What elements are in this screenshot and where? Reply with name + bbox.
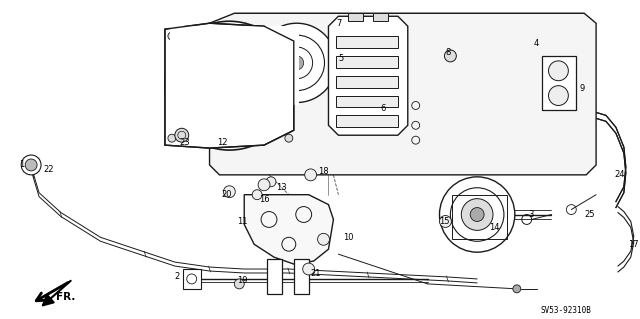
Text: 24: 24 <box>614 170 625 179</box>
Circle shape <box>168 134 176 142</box>
Bar <box>348 13 363 21</box>
Circle shape <box>305 169 317 181</box>
Text: 16: 16 <box>259 195 269 204</box>
Polygon shape <box>244 195 333 264</box>
Bar <box>267 259 282 294</box>
Circle shape <box>21 155 41 175</box>
Bar <box>337 96 398 108</box>
Circle shape <box>266 177 276 187</box>
Text: 20: 20 <box>221 190 232 199</box>
Polygon shape <box>165 23 294 148</box>
Circle shape <box>303 263 315 275</box>
Text: 7: 7 <box>337 19 342 28</box>
Circle shape <box>218 74 241 98</box>
Circle shape <box>440 177 515 252</box>
Circle shape <box>470 208 484 221</box>
Circle shape <box>223 186 236 198</box>
Text: 4: 4 <box>534 39 539 48</box>
Circle shape <box>440 216 451 227</box>
Polygon shape <box>209 13 596 175</box>
Text: 13: 13 <box>276 183 287 192</box>
Text: SV53-92310B: SV53-92310B <box>540 306 591 315</box>
Text: 22: 22 <box>43 166 54 174</box>
Text: 17: 17 <box>628 240 639 249</box>
Text: 23: 23 <box>180 138 191 147</box>
Bar <box>373 13 388 21</box>
Bar <box>337 36 398 48</box>
Text: 15: 15 <box>440 217 450 226</box>
Bar <box>337 115 398 127</box>
Bar <box>170 26 299 106</box>
Circle shape <box>258 179 270 191</box>
Bar <box>337 76 398 88</box>
Text: 8: 8 <box>445 48 451 57</box>
Circle shape <box>290 56 304 70</box>
Circle shape <box>168 32 176 40</box>
Circle shape <box>165 21 294 150</box>
Text: 18: 18 <box>319 167 329 176</box>
Circle shape <box>175 128 189 142</box>
Text: 19: 19 <box>237 277 248 286</box>
Text: 5: 5 <box>339 55 344 63</box>
Circle shape <box>234 279 244 289</box>
Bar <box>337 56 398 68</box>
Text: 21: 21 <box>310 270 321 278</box>
Circle shape <box>444 50 456 62</box>
Text: 12: 12 <box>218 138 228 147</box>
Polygon shape <box>328 16 408 135</box>
Circle shape <box>317 233 330 245</box>
Bar <box>294 259 308 294</box>
Text: 9: 9 <box>579 84 584 93</box>
Circle shape <box>548 61 568 81</box>
Circle shape <box>461 199 493 230</box>
Circle shape <box>285 32 292 40</box>
Circle shape <box>252 190 262 200</box>
Text: 11: 11 <box>237 217 248 226</box>
Text: FR.: FR. <box>56 292 76 302</box>
Bar <box>183 269 200 289</box>
Circle shape <box>513 285 521 293</box>
Text: 3: 3 <box>529 210 534 219</box>
Circle shape <box>548 86 568 106</box>
Bar <box>541 56 576 110</box>
Text: 2: 2 <box>175 272 180 281</box>
Circle shape <box>25 159 37 171</box>
Circle shape <box>285 134 292 142</box>
Text: 10: 10 <box>343 233 354 242</box>
Bar <box>452 195 507 239</box>
Circle shape <box>257 23 337 102</box>
Text: 14: 14 <box>489 223 500 232</box>
Text: 25: 25 <box>584 210 595 219</box>
Text: 1: 1 <box>19 160 24 169</box>
Text: 6: 6 <box>380 104 385 113</box>
